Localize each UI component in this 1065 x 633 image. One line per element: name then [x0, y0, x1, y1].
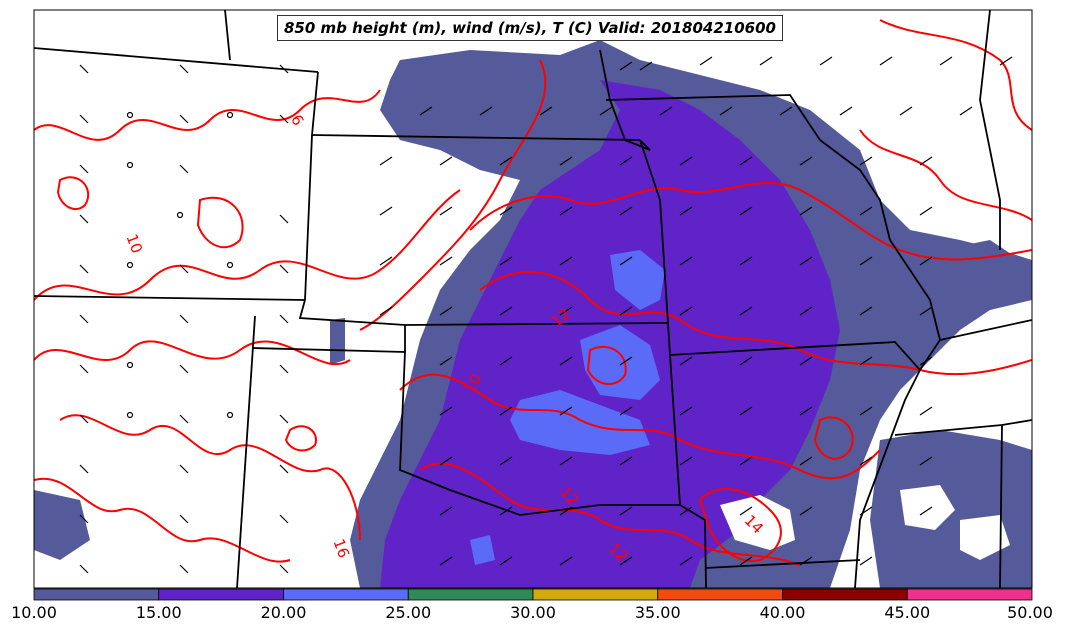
- colorbar-tick-label: 30.00: [510, 603, 556, 622]
- colorbar-tick-label: 35.00: [634, 603, 681, 622]
- colorbar-bin-0: [33, 588, 160, 601]
- colorbar-tick-label: 25.00: [385, 603, 432, 622]
- wind-barbs: [79, 56, 1013, 574]
- colorbar-bin-6: [782, 588, 908, 601]
- colorbar-tick-label: 45.00: [884, 603, 931, 622]
- colorbar-bin-7: [906, 588, 1033, 601]
- colorbar-tick-label: 15.00: [135, 603, 182, 622]
- state-borders: [34, 10, 1032, 588]
- colorbar-bin-5: [657, 588, 783, 601]
- colorbar-tick-label: 10.00: [11, 603, 57, 622]
- colorbar-bin-3: [407, 588, 534, 601]
- colorbar-bin-2: [283, 588, 409, 601]
- colorbar-tick-label: 20.00: [260, 603, 307, 622]
- map-title: 850 mb height (m), wind (m/s), T (C) Val…: [277, 15, 783, 41]
- colorbar: [33, 588, 1033, 601]
- contour-label: 16: [329, 536, 352, 560]
- colorbar-tick-label: 40.00: [759, 603, 806, 622]
- colorbar-tick-label: 50.00: [1007, 603, 1053, 622]
- contour-label: 10: [123, 232, 146, 256]
- colorbar-bin-4: [532, 588, 659, 601]
- temperature-contours: [34, 19, 1032, 566]
- colorbar-bin-1: [158, 588, 284, 601]
